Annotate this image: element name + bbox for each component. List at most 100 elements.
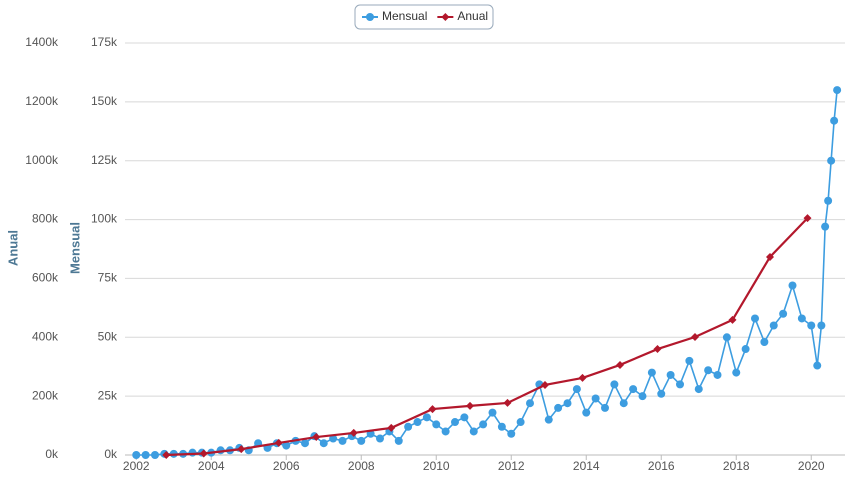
y2-tick-label: 400k — [32, 329, 59, 343]
x-tick-label: 2016 — [648, 459, 675, 473]
y2-tick-label: 600k — [32, 271, 59, 285]
data-point — [503, 398, 512, 407]
data-point — [488, 408, 497, 417]
data-point — [274, 438, 283, 447]
data-point — [541, 380, 549, 389]
data-point — [676, 380, 684, 389]
data-point — [760, 337, 769, 346]
data-point — [653, 345, 662, 354]
data-point — [387, 423, 396, 432]
data-point — [413, 418, 422, 427]
y2-tick-label: 800k — [32, 212, 59, 226]
data-point — [769, 321, 778, 330]
data-point — [357, 436, 366, 445]
y2-tick-label: 1000k — [25, 153, 59, 167]
data-point — [319, 439, 328, 448]
data-point — [199, 449, 208, 458]
x-tick-label: 2010 — [423, 459, 450, 473]
data-point — [282, 441, 291, 450]
data-point — [821, 222, 830, 231]
data-point — [582, 408, 591, 417]
data-point — [817, 321, 826, 330]
data-point — [833, 86, 842, 95]
y2-tick-label: 1400k — [25, 35, 59, 49]
y-tick-label: 175k — [91, 35, 118, 49]
data-point — [563, 399, 572, 408]
legend-box — [354, 4, 494, 30]
data-point — [704, 366, 713, 375]
data-point — [479, 420, 488, 429]
data-point — [830, 116, 839, 125]
data-point — [312, 433, 321, 442]
series-line — [136, 90, 838, 456]
y2-tick-label: 200k — [32, 388, 59, 402]
data-point — [469, 427, 478, 436]
data-point — [188, 448, 197, 457]
data-point — [779, 309, 788, 318]
y-tick-label: 25k — [98, 388, 118, 402]
data-point — [554, 403, 563, 412]
data-point — [647, 368, 656, 377]
data-point — [666, 370, 675, 379]
data-point — [766, 252, 774, 261]
data-point — [141, 451, 150, 459]
y2-tick-label: 0k — [45, 447, 59, 461]
y-tick-label: 0k — [104, 447, 118, 461]
x-tick-label: 2014 — [573, 459, 600, 473]
data-point — [797, 314, 806, 323]
series-line — [166, 217, 809, 457]
data-point — [428, 405, 437, 414]
data-point — [432, 420, 441, 429]
data-point — [619, 399, 628, 408]
x-tick-label: 2020 — [798, 459, 825, 473]
x-tick-label: 2012 — [498, 459, 525, 473]
data-point — [722, 333, 731, 342]
data-point — [338, 436, 347, 445]
data-point — [526, 399, 534, 408]
data-point — [460, 413, 469, 422]
y-tick-label: 150k — [91, 94, 118, 108]
data-point — [803, 214, 812, 223]
data-point — [578, 373, 587, 382]
data-point — [151, 451, 159, 459]
data-point — [728, 315, 737, 324]
data-point — [694, 385, 703, 394]
legend-label: Mensual — [382, 9, 427, 23]
y2-tick-label: 1200k — [25, 94, 59, 108]
data-point — [691, 332, 699, 341]
y-tick-label: 100k — [91, 212, 118, 226]
data-point — [441, 427, 450, 436]
data-point — [376, 434, 384, 443]
y-tick-label: 125k — [91, 153, 118, 167]
data-point — [807, 321, 816, 330]
y-tick-label: 75k — [98, 271, 118, 285]
data-point — [788, 281, 797, 290]
y-tick-label: 50k — [98, 329, 118, 343]
data-point — [616, 360, 624, 369]
data-point — [132, 451, 141, 459]
x-tick-label: 2002 — [123, 459, 150, 473]
data-point — [824, 196, 833, 205]
y-axis-title: Mensual — [67, 222, 82, 274]
data-point — [813, 361, 822, 370]
x-tick-label: 2008 — [348, 459, 375, 473]
data-point — [657, 389, 666, 398]
data-point — [451, 418, 459, 427]
data-point — [422, 413, 431, 422]
data-point — [751, 314, 759, 323]
data-point — [349, 428, 358, 437]
data-point — [497, 422, 506, 431]
data-point — [601, 403, 609, 412]
data-point — [466, 401, 474, 410]
data-point — [544, 415, 553, 424]
data-point — [162, 451, 171, 459]
data-point — [394, 436, 403, 445]
data-point — [301, 439, 309, 448]
legend-marker — [441, 13, 450, 21]
legend-marker — [366, 13, 374, 21]
data-point — [610, 380, 619, 389]
x-tick-label: 2018 — [723, 459, 750, 473]
data-point — [713, 370, 722, 379]
x-tick-label: 2004 — [198, 459, 225, 473]
y2-axis-title: Anual — [5, 230, 20, 266]
